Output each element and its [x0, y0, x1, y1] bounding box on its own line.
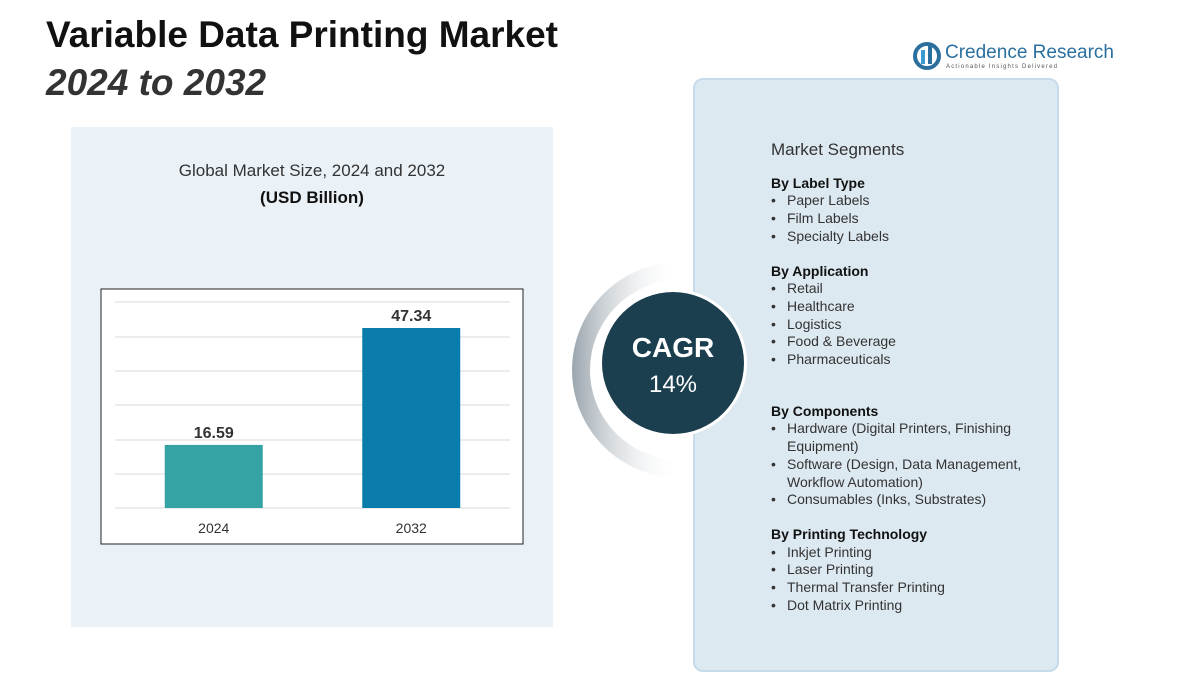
- segment-heading: By Label Type: [771, 174, 865, 191]
- segment-item: Software (Design, Data Management, Workf…: [771, 456, 1056, 491]
- segment-item: Logistics: [771, 316, 1056, 334]
- segments-title: Market Segments: [771, 140, 905, 159]
- page-title: Variable Data Printing Market: [46, 14, 559, 55]
- segment-item: Specialty Labels: [771, 228, 1056, 246]
- bar: [362, 328, 461, 508]
- cagr-value: 14%: [649, 371, 697, 398]
- segment-item: Laser Printing: [771, 561, 1056, 579]
- logo-tagline: Actionable Insights Delivered: [946, 64, 1058, 70]
- segment-heading: By Application: [771, 262, 869, 279]
- page-subtitle: 2024 to 2032: [46, 62, 267, 103]
- segment-item: Hardware (Digital Printers, Finishing Eq…: [771, 420, 1056, 455]
- x-tick-label: 2032: [396, 520, 427, 536]
- segment-item: Retail: [771, 280, 1056, 298]
- segment-item: Dot Matrix Printing: [771, 597, 1056, 615]
- chart-title: Global Market Size, 2024 and 2032: [179, 161, 446, 180]
- chart-subtitle: (USD Billion): [260, 188, 364, 207]
- cagr-circle: [602, 292, 744, 434]
- segment-group: By Label TypePaper LabelsFilm LabelsSpec…: [771, 175, 1056, 246]
- segments: Market Segments By Label TypePaper Label…: [771, 141, 1056, 631]
- cagr-ring: [572, 262, 680, 478]
- segment-heading: By Printing Technology: [771, 525, 928, 542]
- segment-item: Thermal Transfer Printing: [771, 579, 1056, 597]
- data-label: 47.34: [391, 308, 431, 325]
- segment-item: Paper Labels: [771, 192, 1056, 210]
- segment-item: Food & Beverage: [771, 333, 1056, 351]
- segment-group: By ComponentsHardware (Digital Printers,…: [771, 403, 1056, 509]
- data-label: 16.59: [194, 425, 234, 442]
- cagr-label: CAGR: [632, 332, 714, 363]
- segment-item: Inkjet Printing: [771, 544, 1056, 562]
- segment-group: By Printing Technology Inkjet PrintingLas…: [771, 526, 1056, 615]
- logo-name: Credence Research: [945, 42, 1114, 63]
- segment-heading: By Components: [771, 402, 879, 419]
- segment-item: Healthcare: [771, 298, 1056, 316]
- segment-item: Consumables (Inks, Substrates): [771, 491, 1056, 509]
- x-tick-label: 2024: [198, 520, 229, 536]
- segment-group: By ApplicationRetailHealthcareLogisticsF…: [771, 263, 1056, 369]
- segment-item: Pharmaceuticals: [771, 351, 1056, 369]
- logo-icon: [913, 42, 941, 70]
- bar: [164, 444, 263, 508]
- segment-item: Film Labels: [771, 210, 1056, 228]
